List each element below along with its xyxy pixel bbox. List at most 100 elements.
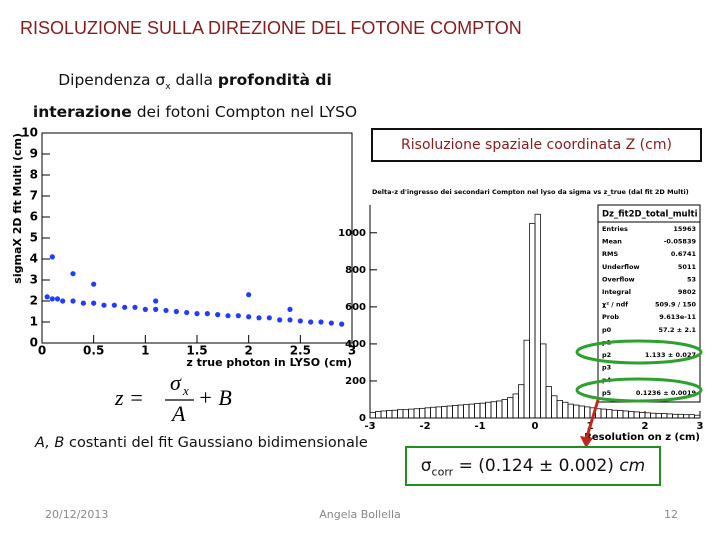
stats-label: Underflow (602, 263, 639, 271)
stats-label: Entries (602, 225, 628, 233)
point (339, 321, 345, 327)
stats-label: Mean (602, 238, 622, 246)
stats-value: 5011 (678, 263, 697, 271)
x-tick-label: 2.5 (290, 344, 311, 358)
point (49, 254, 55, 260)
x-tick-label: 2 (642, 421, 649, 432)
stats-value: 9.613e-11 (659, 313, 696, 321)
formula-lhs: z = (114, 385, 144, 410)
x-tick-label: 3 (697, 421, 704, 432)
formula-rhs: + B (198, 385, 232, 410)
subtitle-sub: x (165, 82, 171, 93)
stats-value: 0.1236 ± 0.0019 (636, 389, 697, 397)
subtitle-text: dei fotoni Compton nel LYSO (131, 103, 358, 122)
arrow-head (580, 436, 593, 448)
stats-label: Integral (602, 288, 631, 296)
footer-page: 12 (664, 508, 678, 521)
stats-value: 53 (687, 275, 696, 283)
y-tick-label: 4 (30, 252, 38, 266)
x-tick-label: -1 (474, 421, 485, 432)
point (246, 314, 252, 320)
y-tick-label: 0 (30, 336, 38, 350)
x-tick-label: 2 (244, 344, 252, 358)
y-tick-label: 800 (345, 265, 366, 276)
stats-value: 509.9 / 150 (655, 301, 697, 309)
subtitle-text: dalla (170, 71, 218, 89)
y-tick-label: 0 (359, 413, 366, 424)
x-tick-label: 1 (141, 344, 149, 358)
plot-label: Risoluzione spaziale coordinata Z (cm) (371, 128, 702, 162)
x-tick-label: 0 (38, 344, 46, 358)
formula-denominator: A (170, 401, 186, 426)
point (256, 315, 262, 321)
y-tick-label: 400 (345, 339, 366, 350)
x-tick-label: 1.5 (186, 344, 207, 358)
bar (534, 213, 541, 419)
stats-label: p5 (602, 389, 612, 397)
stats-label: p2 (602, 351, 611, 359)
x-tick-label: -2 (419, 421, 430, 432)
point (49, 296, 55, 302)
point (277, 317, 283, 323)
footer-author: Angela Bollella (319, 508, 401, 521)
point (70, 298, 76, 304)
point (122, 304, 128, 310)
plot-frame (41, 132, 353, 344)
y-tick-label: 5 (30, 231, 38, 245)
point (60, 298, 66, 304)
stats-label: χ² / ndf (602, 301, 628, 309)
formula-numerator-sub: x (182, 383, 189, 398)
subtitle: Dipendenza σx dalla profondità di intera… (20, 68, 370, 125)
y-tick-label: 600 (345, 302, 366, 313)
y-tick-label: 3 (30, 273, 38, 287)
y-tick-label: 10 (21, 126, 38, 140)
point (266, 315, 272, 321)
point (91, 300, 97, 306)
stats-value: 9802 (678, 288, 696, 296)
x-axis-label: Resolution on z (cm) (584, 432, 700, 443)
point (184, 309, 190, 316)
x-tick-label: 0.5 (83, 344, 104, 358)
slide-title: RISOLUZIONE SULLA DIREZIONE DEL FOTONE C… (20, 18, 522, 38)
y-tick-label: 7 (30, 189, 38, 203)
subtitle-text: Dipendenza σ (58, 71, 166, 89)
point (328, 320, 334, 326)
point (204, 311, 210, 317)
stats-label: p0 (602, 326, 612, 334)
hist-title: Delta-z d'ingresso dei secondari Compton… (372, 188, 689, 196)
stats-value: 15963 (673, 225, 696, 233)
result-sub: corr (431, 465, 454, 479)
stats-label: Overflow (602, 275, 635, 283)
point (235, 313, 241, 319)
point (142, 306, 148, 312)
result: σcorr = (0.124 ± 0.002) cm (405, 446, 661, 486)
x-tick-label: 3 (348, 344, 356, 358)
bar (540, 343, 547, 419)
point (44, 294, 50, 300)
point (54, 296, 61, 302)
caption-text: costanti del fit Gaussiano bidimensional… (64, 435, 368, 451)
point (153, 306, 159, 312)
point (111, 302, 117, 308)
point (194, 311, 200, 317)
stats-value: 1.133 ± 0.027 (645, 351, 696, 359)
y-tick-label: 9 (30, 147, 38, 161)
y-tick-label: 1000 (338, 228, 366, 239)
y-tick-label: 8 (30, 168, 38, 182)
y-tick-label: 200 (345, 376, 366, 387)
bar (694, 414, 701, 419)
result-unit: cm (619, 456, 646, 476)
point (287, 306, 293, 312)
point (246, 292, 252, 298)
stats-value: 57.2 ± 2.1 (658, 326, 696, 334)
point (225, 313, 231, 319)
caption-italic: A, B (35, 435, 65, 451)
footer-date: 20/12/2013 (45, 508, 109, 521)
y-tick-label: 2 (30, 294, 38, 308)
stats-label: Prob (602, 313, 619, 321)
subtitle-bold: profondità di interazione (32, 71, 332, 122)
stats-label: RMS (602, 250, 618, 258)
